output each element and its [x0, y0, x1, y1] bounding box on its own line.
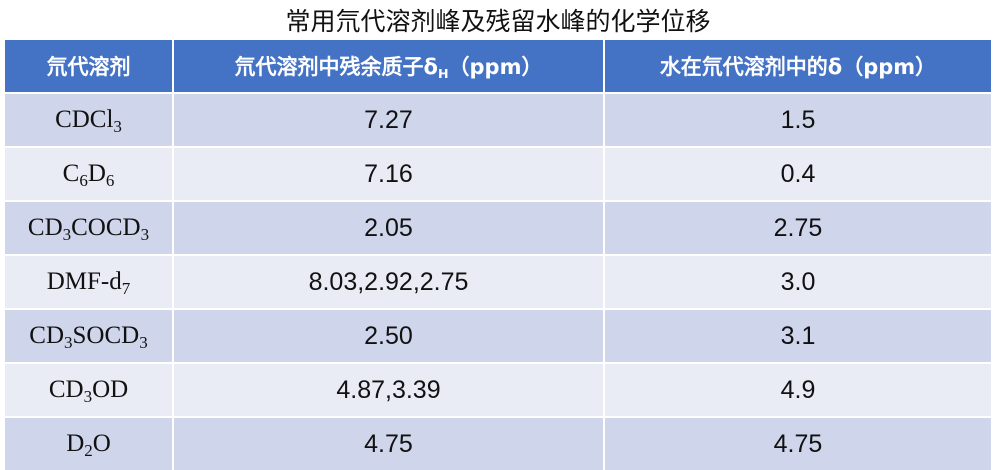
cell-water-shift: 4.9 [604, 362, 991, 417]
cell-residual-shift: 2.50 [173, 308, 605, 363]
solvent-subscript: 3 [64, 333, 73, 353]
table-title: 常用氘代溶剂峰及残留水峰的化学位移 [285, 7, 711, 36]
cell-residual-shift: 4.87,3.39 [173, 362, 605, 417]
solvent-text: O [92, 430, 111, 457]
header-solvent: 氘代溶剂 [5, 40, 174, 93]
header-residual-unit: （ppm） [448, 55, 543, 79]
table-row: C6D6 7.16 0.4 [5, 146, 991, 201]
header-residual-subscript: H [437, 65, 449, 81]
solvent-text: CD [48, 376, 84, 403]
solvent-text: SOCD [72, 322, 140, 349]
solvent-text: DMF-d [46, 268, 122, 295]
solvent-text: D [87, 160, 106, 187]
cell-solvent: CD3OD [5, 362, 174, 417]
table-row: CD3SOCD3 2.50 3.1 [5, 308, 991, 363]
solvent-subscript: 3 [83, 387, 93, 407]
solvent-subscript: 6 [79, 171, 88, 191]
solvent-text: D [66, 430, 85, 457]
cell-residual-shift: 8.03,2.92,2.75 [173, 254, 605, 309]
chemical-shift-table: 氘代溶剂 氘代溶剂中残余质子δH（ppm） 水在氘代溶剂中的δ（ppm） CDC… [5, 40, 991, 470]
header-residual-proton: 氘代溶剂中残余质子δH（ppm） [173, 40, 605, 93]
cell-solvent: CD3SOCD3 [5, 308, 174, 363]
solvent-text: CD [27, 214, 63, 241]
solvent-text: CDCl [55, 106, 114, 133]
solvent-text: COCD [71, 214, 141, 241]
table-row: DMF-d7 8.03,2.92,2.75 3.0 [5, 254, 991, 309]
cell-solvent: DMF-d7 [5, 254, 174, 309]
table-row: CDCl3 7.27 1.5 [5, 92, 991, 147]
header-residual-main: 氘代溶剂中残余质子δ [234, 55, 438, 79]
cell-water-shift: 2.75 [604, 200, 991, 255]
cell-water-shift: 1.5 [604, 92, 991, 147]
cell-residual-shift: 4.75 [173, 416, 605, 470]
cell-solvent: CDCl3 [5, 92, 174, 147]
table-row: CD3COCD3 2.05 2.75 [5, 200, 991, 255]
solvent-subscript: 3 [113, 117, 122, 137]
solvent-text: C [62, 160, 80, 187]
cell-residual-shift: 7.16 [173, 146, 605, 201]
cell-residual-shift: 2.05 [173, 200, 605, 255]
solvent-subscript: 3 [140, 225, 150, 245]
cell-water-shift: 4.75 [604, 416, 991, 470]
cell-residual-shift: 7.27 [173, 92, 605, 147]
cell-water-shift: 3.1 [604, 308, 991, 363]
cell-water-shift: 3.0 [604, 254, 991, 309]
cell-solvent: D2O [5, 416, 174, 470]
table-row: D2O 4.75 4.75 [5, 416, 991, 470]
cell-solvent: C6D6 [5, 146, 174, 201]
header-water-shift: 水在氘代溶剂中的δ（ppm） [604, 40, 991, 93]
solvent-text: OD [92, 376, 129, 403]
solvent-subscript: 3 [62, 225, 72, 245]
table-header-row: 氘代溶剂 氘代溶剂中残余质子δH（ppm） 水在氘代溶剂中的δ（ppm） [5, 40, 991, 93]
cell-solvent: CD3COCD3 [5, 200, 174, 255]
solvent-subscript: 3 [139, 333, 148, 353]
solvent-subscript: 7 [121, 279, 131, 299]
solvent-subscript: 2 [84, 441, 93, 461]
solvent-subscript: 6 [105, 171, 115, 191]
solvent-text: CD [29, 322, 65, 349]
cell-water-shift: 0.4 [604, 146, 991, 201]
table-row: CD3OD 4.87,3.39 4.9 [5, 362, 991, 417]
